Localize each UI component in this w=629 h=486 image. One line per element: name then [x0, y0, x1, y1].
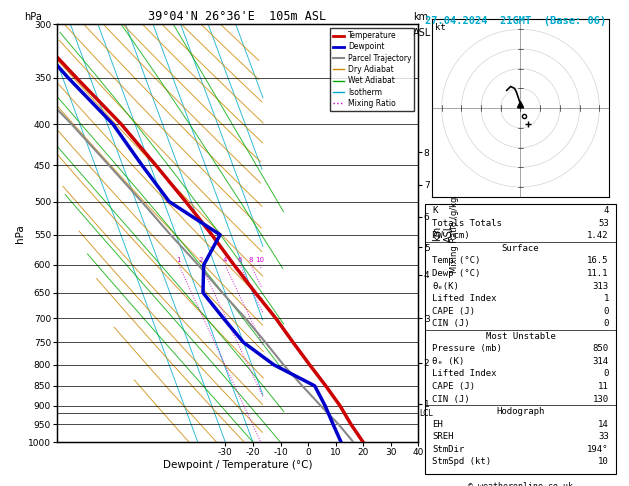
- Text: Surface: Surface: [502, 244, 539, 253]
- Text: 6: 6: [238, 257, 242, 263]
- Text: StmDir: StmDir: [432, 445, 464, 454]
- Text: 4: 4: [223, 257, 227, 263]
- Text: hPa: hPa: [24, 12, 42, 22]
- Text: Most Unstable: Most Unstable: [486, 332, 555, 341]
- Text: 53: 53: [598, 219, 609, 228]
- Text: 16.5: 16.5: [587, 257, 609, 265]
- Text: 1: 1: [177, 257, 181, 263]
- Y-axis label: hPa: hPa: [15, 224, 25, 243]
- Text: Lifted Index: Lifted Index: [432, 369, 497, 379]
- Text: 14: 14: [598, 419, 609, 429]
- Text: Dewp (°C): Dewp (°C): [432, 269, 481, 278]
- Text: CIN (J): CIN (J): [432, 395, 470, 403]
- Text: 27.04.2024  21GMT  (Base: 06): 27.04.2024 21GMT (Base: 06): [425, 16, 606, 26]
- Text: 2: 2: [199, 257, 203, 263]
- Text: PW (cm): PW (cm): [432, 231, 470, 240]
- Title: 39°04'N 26°36'E  105m ASL: 39°04'N 26°36'E 105m ASL: [148, 10, 326, 23]
- Text: θₑ(K): θₑ(K): [432, 281, 459, 291]
- Text: 313: 313: [593, 281, 609, 291]
- Text: LCL: LCL: [419, 409, 433, 418]
- Text: θₑ (K): θₑ (K): [432, 357, 464, 366]
- Legend: Temperature, Dewpoint, Parcel Trajectory, Dry Adiabat, Wet Adiabat, Isotherm, Mi: Temperature, Dewpoint, Parcel Trajectory…: [330, 28, 415, 111]
- Text: Temp (°C): Temp (°C): [432, 257, 481, 265]
- Text: 10: 10: [598, 457, 609, 466]
- Text: kt: kt: [435, 23, 446, 32]
- Text: SREH: SREH: [432, 432, 454, 441]
- Text: Totals Totals: Totals Totals: [432, 219, 502, 228]
- Text: 11: 11: [598, 382, 609, 391]
- Text: 11.1: 11.1: [587, 269, 609, 278]
- Y-axis label: km
ASL: km ASL: [432, 224, 454, 243]
- Text: 850: 850: [593, 344, 609, 353]
- Text: 0: 0: [603, 369, 609, 379]
- Text: Mixing Ratio (g/kg): Mixing Ratio (g/kg): [450, 193, 459, 273]
- Text: Pressure (mb): Pressure (mb): [432, 344, 502, 353]
- Text: 0: 0: [603, 307, 609, 315]
- Text: CIN (J): CIN (J): [432, 319, 470, 328]
- Text: 1.42: 1.42: [587, 231, 609, 240]
- Text: ASL: ASL: [413, 29, 431, 38]
- Text: CAPE (J): CAPE (J): [432, 307, 476, 315]
- Text: 10: 10: [255, 257, 264, 263]
- Text: 4: 4: [603, 206, 609, 215]
- Text: StmSpd (kt): StmSpd (kt): [432, 457, 491, 466]
- Text: © weatheronline.co.uk: © weatheronline.co.uk: [468, 482, 573, 486]
- Text: 8: 8: [248, 257, 253, 263]
- Text: Hodograph: Hodograph: [496, 407, 545, 416]
- Text: 1: 1: [603, 294, 609, 303]
- Text: EH: EH: [432, 419, 443, 429]
- Text: CAPE (J): CAPE (J): [432, 382, 476, 391]
- Text: Lifted Index: Lifted Index: [432, 294, 497, 303]
- Text: K: K: [432, 206, 438, 215]
- Text: km: km: [413, 12, 428, 22]
- Text: 33: 33: [598, 432, 609, 441]
- Text: 0: 0: [603, 319, 609, 328]
- Text: 130: 130: [593, 395, 609, 403]
- Text: 194°: 194°: [587, 445, 609, 454]
- X-axis label: Dewpoint / Temperature (°C): Dewpoint / Temperature (°C): [163, 460, 312, 469]
- Text: 314: 314: [593, 357, 609, 366]
